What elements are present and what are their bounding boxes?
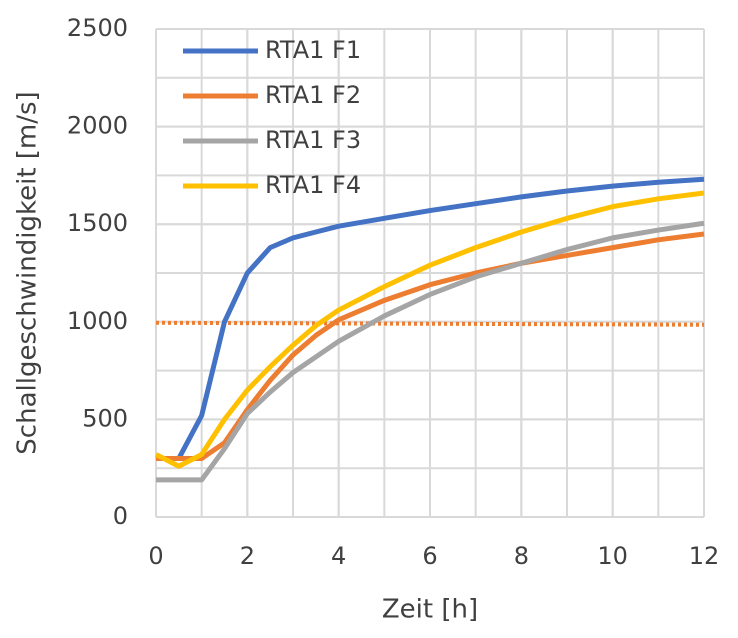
x-tick-label: 0 (148, 542, 163, 570)
y-tick-label: 2500 (67, 14, 128, 42)
y-tick-label: 1500 (67, 209, 128, 237)
data-line (156, 231, 705, 461)
legend-label: RTA1 F2 (265, 81, 361, 109)
x-tick-label: 4 (331, 542, 346, 570)
reference-line (155, 320, 705, 327)
y-axis-title: Schallgeschwindigkeit [m/s] (13, 91, 43, 454)
x-tick-label: 2 (240, 542, 255, 570)
legend-label: RTA1 F3 (265, 126, 361, 154)
data-line (154, 190, 705, 469)
legend-label: RTA1 F4 (265, 171, 361, 199)
x-tick-label: 10 (597, 542, 628, 570)
x-axis-title: Zeit [h] (382, 595, 478, 625)
y-tick-label: 500 (82, 404, 128, 432)
x-tick-label: 12 (689, 542, 720, 570)
x-tick-label: 6 (422, 542, 437, 570)
y-tick-label: 1000 (67, 307, 128, 335)
y-tick-label: 0 (113, 502, 128, 530)
legend-label: RTA1 F1 (265, 36, 361, 64)
x-tick-label: 8 (514, 542, 529, 570)
y-tick-label: 2000 (67, 112, 128, 140)
data-line (156, 176, 705, 461)
data-line (156, 220, 705, 483)
